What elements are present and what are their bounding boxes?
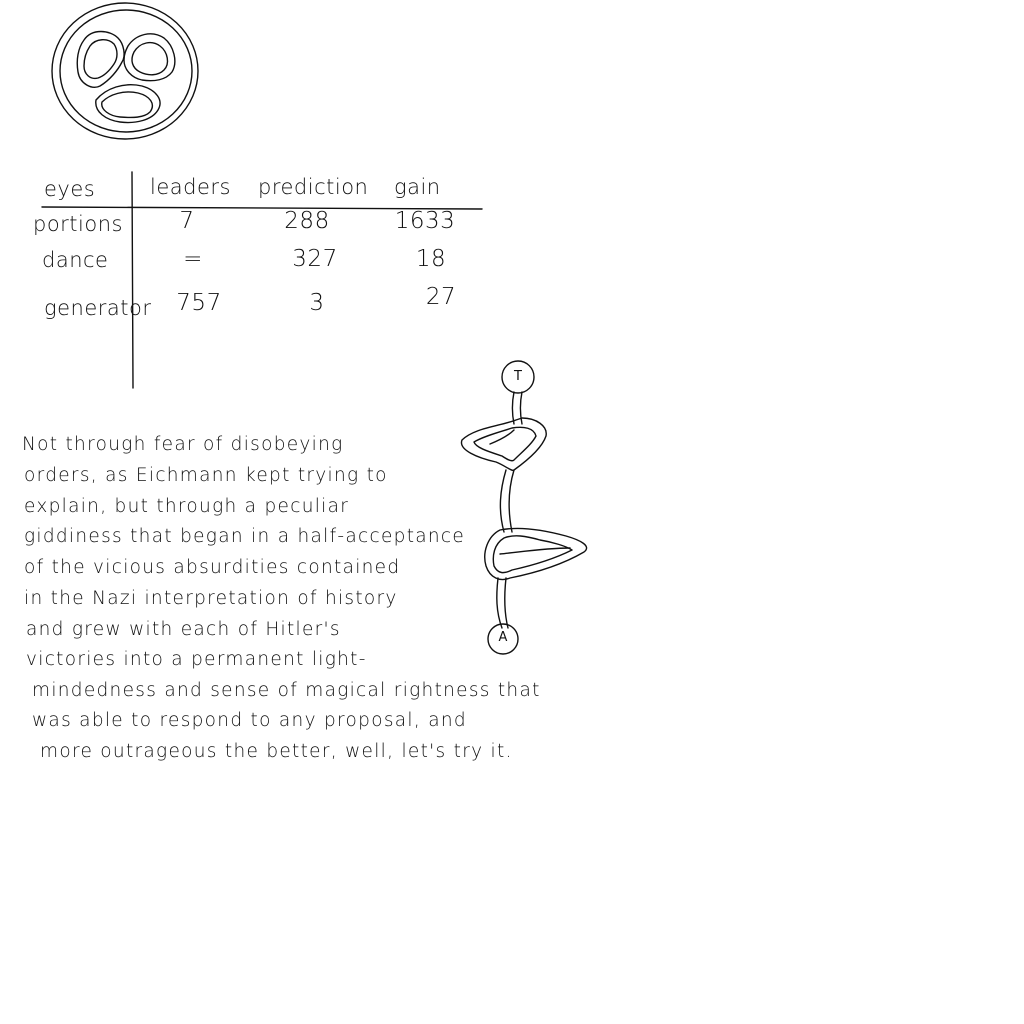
table-cell-portions-leaders: 7 bbox=[179, 208, 195, 234]
paragraph-line: and grew with each of Hitler's bbox=[26, 619, 341, 640]
table-cell-generator-leaders: 757 bbox=[176, 290, 222, 316]
paragraph-line: explain, but through a peculiar bbox=[24, 496, 350, 517]
table-cell-generator-prediction: 3 bbox=[309, 290, 325, 316]
table-header-leaders: leaders bbox=[150, 175, 231, 199]
node-diagram bbox=[460, 360, 588, 655]
table-cell-dance-gain: 18 bbox=[415, 246, 447, 272]
table-row-label-portions: portions bbox=[33, 212, 123, 236]
table-row-label-dance: dance bbox=[42, 248, 109, 272]
top-node-label: T bbox=[514, 369, 522, 384]
bottom-node-label: A bbox=[498, 630, 508, 645]
table-header-prediction: prediction bbox=[258, 175, 369, 199]
table-row-label-generator: generator bbox=[44, 296, 152, 320]
circle-doodle bbox=[51, 2, 199, 140]
table-cell-dance-prediction: 327 bbox=[292, 246, 338, 272]
paragraph-line: mindedness and sense of magical rightnes… bbox=[32, 680, 541, 701]
paragraph-line: more outrageous the better, well, let's … bbox=[40, 741, 513, 762]
paragraph-line: Not through fear of disobeying bbox=[22, 434, 344, 455]
table-column-rule bbox=[131, 171, 134, 389]
table-cell-portions-prediction: 288 bbox=[284, 208, 330, 234]
table-header-gain: gain bbox=[394, 175, 441, 199]
bottom-node bbox=[487, 623, 519, 655]
top-node bbox=[501, 360, 535, 394]
paragraph-line: was able to respond to any proposal, and bbox=[32, 710, 467, 731]
table-header-rule bbox=[41, 206, 483, 210]
paragraph-line: of the vicious absurdities contained bbox=[24, 557, 401, 578]
paragraph-line: giddiness that began in a half-acceptanc… bbox=[24, 526, 466, 547]
paragraph-line: orders, as Eichmann kept trying to bbox=[24, 465, 388, 486]
table-header-row-label: eyes bbox=[44, 177, 96, 201]
table-cell-portions-gain: 1633 bbox=[394, 208, 456, 234]
table-cell-generator-gain: 27 bbox=[425, 284, 457, 310]
paragraph-line: in the Nazi interpretation of history bbox=[24, 588, 398, 609]
table-cell-dance-leaders: = bbox=[183, 246, 203, 272]
paragraph-line: victories into a permanent light- bbox=[26, 649, 367, 670]
